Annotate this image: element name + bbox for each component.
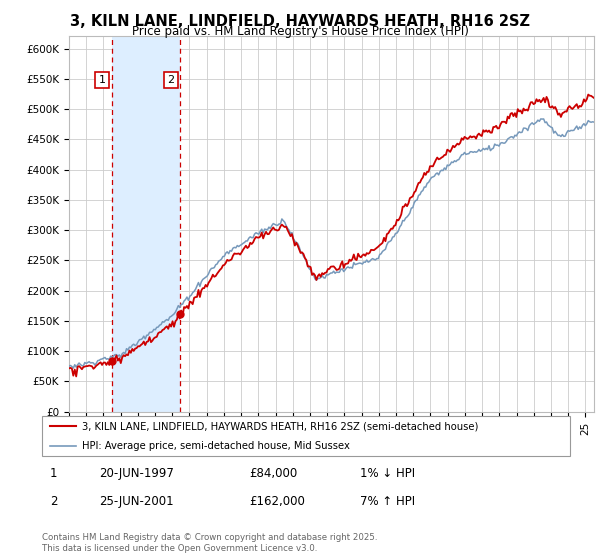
Text: 2: 2	[50, 495, 57, 508]
Text: Contains HM Land Registry data © Crown copyright and database right 2025.
This d: Contains HM Land Registry data © Crown c…	[42, 533, 377, 553]
Bar	[112, 36, 181, 412]
FancyBboxPatch shape	[42, 416, 570, 456]
Text: £162,000: £162,000	[249, 494, 305, 508]
Text: 25-JUN-2001: 25-JUN-2001	[99, 494, 173, 508]
Text: 7% ↑ HPI: 7% ↑ HPI	[360, 494, 415, 508]
Text: 3, KILN LANE, LINDFIELD, HAYWARDS HEATH, RH16 2SZ: 3, KILN LANE, LINDFIELD, HAYWARDS HEATH,…	[70, 14, 530, 29]
Text: 3, KILN LANE, LINDFIELD, HAYWARDS HEATH, RH16 2SZ (semi-detached house): 3, KILN LANE, LINDFIELD, HAYWARDS HEATH,…	[82, 421, 478, 431]
Text: 2: 2	[167, 75, 175, 85]
Text: HPI: Average price, semi-detached house, Mid Sussex: HPI: Average price, semi-detached house,…	[82, 441, 349, 451]
Text: Price paid vs. HM Land Registry's House Price Index (HPI): Price paid vs. HM Land Registry's House …	[131, 25, 469, 38]
Text: 1: 1	[50, 467, 57, 480]
Text: 1% ↓ HPI: 1% ↓ HPI	[360, 466, 415, 480]
Text: 1: 1	[98, 75, 106, 85]
Text: 20-JUN-1997: 20-JUN-1997	[99, 466, 174, 480]
Text: £84,000: £84,000	[249, 466, 297, 480]
